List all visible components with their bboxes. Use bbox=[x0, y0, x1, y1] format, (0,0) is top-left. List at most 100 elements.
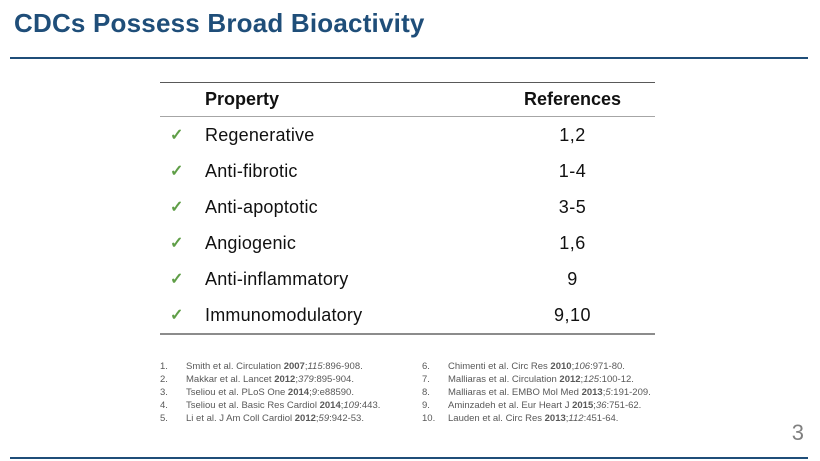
slide-title: CDCs Possess Broad Bioactivity bbox=[14, 8, 425, 38]
footnote-text: Smith et al. Circulation 2007;115:896-90… bbox=[186, 360, 363, 373]
ref-pages: :e88590. bbox=[317, 387, 354, 398]
footnote-text: Tseliou et al. PLoS One 2014;9:e88590. bbox=[186, 386, 354, 399]
ref-separator: ; bbox=[309, 387, 312, 398]
checkmark-icon: ✓ bbox=[170, 127, 184, 144]
ref-volume: 59 bbox=[318, 413, 330, 424]
ref-citation: Aminzadeh et al. Eur Heart J bbox=[448, 400, 573, 411]
ref-citation: Smith et al. Circulation bbox=[186, 361, 284, 372]
ref-pages: :451-64. bbox=[583, 413, 619, 424]
ref-year: 2010 bbox=[550, 361, 572, 372]
ref-year: 2013 bbox=[581, 387, 603, 398]
references-value: 1,2 bbox=[559, 124, 586, 145]
footnote-reference: 3. Tseliou et al. PLoS One 2014;9:e88590… bbox=[160, 386, 422, 399]
references-value: 1-4 bbox=[558, 160, 587, 181]
checkmark-icon: ✓ bbox=[170, 199, 184, 216]
footnote-reference: 6. Chimenti et al. Circ Res 2010;106:971… bbox=[422, 360, 718, 373]
ref-citation: Tseliou et al. Basic Res Cardiol bbox=[186, 400, 320, 411]
checkmark-icon: ✓ bbox=[170, 163, 184, 180]
property-label: Angiogenic bbox=[205, 232, 297, 253]
references-value: 9 bbox=[567, 268, 578, 289]
ref-citation: Lauden et al. Circ Res bbox=[448, 413, 545, 424]
ref-pages: :971-80. bbox=[590, 361, 625, 372]
table-row: ✓ Anti-apoptotic 3-5 bbox=[160, 189, 655, 225]
footnote-number: 9. bbox=[422, 400, 430, 411]
reference-list-right-column: 6. Chimenti et al. Circ Res 2010;106:971… bbox=[422, 360, 718, 425]
footnote-reference: 10. Lauden et al. Circ Res 2013;112:451-… bbox=[422, 412, 718, 425]
ref-separator: ; bbox=[304, 361, 308, 372]
ref-volume: 9 bbox=[311, 387, 317, 398]
ref-citation: Li et al. J Am Coll Cardiol bbox=[186, 413, 295, 424]
ref-pages: :751-62. bbox=[606, 400, 642, 411]
footnote-text: Li et al. J Am Coll Cardiol 2012;59:942-… bbox=[186, 412, 364, 425]
references-value: 1,6 bbox=[559, 232, 586, 253]
property-label: Anti-inflammatory bbox=[205, 268, 349, 289]
ref-citation: Tseliou et al. PLoS One bbox=[186, 387, 288, 398]
footnote-text: Malliaras et al. Circulation 2012;125:10… bbox=[448, 373, 634, 386]
ref-separator: ; bbox=[602, 387, 606, 398]
ref-separator: ; bbox=[315, 413, 319, 424]
column-header-references: References bbox=[523, 89, 622, 109]
footnote-number: 1. bbox=[160, 361, 168, 372]
footnote-text: Lauden et al. Circ Res 2013;112:451-64. bbox=[448, 412, 618, 425]
footnote-reference: 1. Smith et al. Circulation 2007;115:896… bbox=[160, 360, 422, 373]
table-row: ✓ Regenerative 1,2 bbox=[160, 117, 655, 153]
ref-volume: 109 bbox=[343, 400, 360, 411]
footnote-number: 2. bbox=[160, 374, 168, 385]
slide-bottom-rule bbox=[10, 457, 808, 459]
footnote-reference: 8. Malliaras et al. EMBO Mol Med 2013;5:… bbox=[422, 386, 718, 399]
ref-volume: 5 bbox=[605, 387, 611, 398]
ref-volume: 125 bbox=[583, 374, 600, 385]
references-value: 3-5 bbox=[558, 196, 587, 217]
ref-year: 2014 bbox=[319, 400, 341, 411]
column-header-property: Property bbox=[205, 89, 280, 109]
footnote-number: 4. bbox=[160, 400, 168, 411]
ref-citation: Makkar et al. Lancet bbox=[186, 374, 275, 385]
checkmark-icon: ✓ bbox=[170, 235, 184, 252]
ref-pages: :191-209. bbox=[610, 387, 651, 398]
footnote-text: Makkar et al. Lancet 2012;379:895-904. bbox=[186, 373, 354, 386]
checkmark-icon: ✓ bbox=[170, 271, 184, 288]
ref-citation: Chimenti et al. Circ Res bbox=[448, 361, 551, 372]
property-label: Immunomodulatory bbox=[205, 304, 363, 325]
ref-year: 2014 bbox=[287, 387, 310, 398]
footnote-text: Aminzadeh et al. Eur Heart J 2015;36:751… bbox=[448, 399, 641, 412]
property-label: Anti-fibrotic bbox=[205, 160, 298, 181]
footnote-text: Chimenti et al. Circ Res 2010;106:971-80… bbox=[448, 360, 625, 373]
ref-separator: ; bbox=[580, 374, 584, 385]
ref-citation: Malliaras et al. Circulation bbox=[448, 374, 560, 385]
ref-year: 2015 bbox=[572, 400, 594, 411]
ref-year: 2007 bbox=[283, 361, 305, 372]
ref-pages: :100-12. bbox=[599, 374, 634, 385]
table-row: ✓ Anti-fibrotic 1-4 bbox=[160, 153, 655, 189]
footnote-reference: 5. Li et al. J Am Coll Cardiol 2012;59:9… bbox=[160, 412, 422, 425]
ref-volume: 106 bbox=[574, 361, 591, 372]
footnote-reference: 7. Malliaras et al. Circulation 2012;125… bbox=[422, 373, 718, 386]
reference-list: 1. Smith et al. Circulation 2007;115:896… bbox=[160, 360, 720, 425]
ref-volume: 112 bbox=[568, 413, 584, 424]
footnote-number: 6. bbox=[422, 361, 430, 372]
ref-citation: Malliaras et al. EMBO Mol Med bbox=[448, 387, 582, 398]
table-row: ✓ Anti-inflammatory 9 bbox=[160, 261, 655, 297]
title-underline bbox=[10, 57, 808, 59]
ref-volume: 115 bbox=[307, 361, 323, 372]
references-value: 9,10 bbox=[553, 304, 592, 325]
ref-year: 2012 bbox=[294, 413, 316, 424]
slide-page-number: 3 bbox=[791, 420, 804, 445]
ref-volume: 36 bbox=[595, 400, 607, 411]
table-body: ✓ Regenerative 1,2 ✓ Anti-fibrotic 1-4 ✓… bbox=[160, 117, 655, 335]
footnote-number: 7. bbox=[422, 374, 430, 385]
table-row: ✓ Angiogenic 1,6 bbox=[160, 225, 655, 261]
footnote-reference: 2. Makkar et al. Lancet 2012;379:895-904… bbox=[160, 373, 422, 386]
footnote-number: 5. bbox=[160, 413, 168, 424]
footnote-text: Tseliou et al. Basic Res Cardiol 2014;10… bbox=[186, 399, 380, 412]
table-row: ✓ Immunomodulatory 9,10 bbox=[160, 297, 655, 333]
ref-separator: ; bbox=[295, 374, 298, 385]
ref-year: 2013 bbox=[544, 413, 566, 424]
property-label: Anti-apoptotic bbox=[205, 196, 318, 217]
ref-pages: :895-904. bbox=[313, 374, 354, 385]
ref-pages: :443. bbox=[359, 400, 381, 411]
checkmark-icon: ✓ bbox=[170, 307, 184, 324]
table-header-row: Property References bbox=[160, 82, 655, 117]
ref-year: 2012 bbox=[274, 374, 296, 385]
bioactivity-table: Property References ✓ Regenerative 1,2 ✓… bbox=[160, 82, 655, 335]
